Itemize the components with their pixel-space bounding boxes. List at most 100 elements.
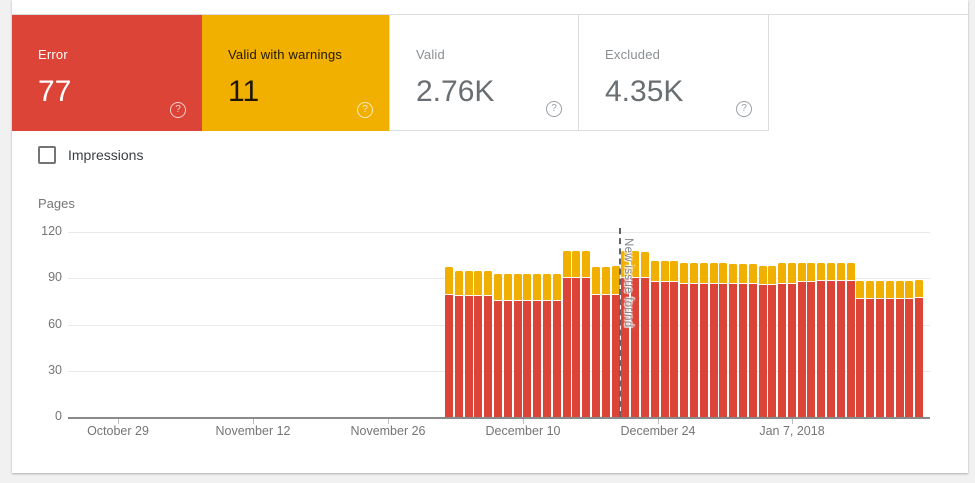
error-segment — [572, 276, 581, 417]
y-tick-label: 30 — [48, 362, 62, 377]
chart-bar[interactable] — [660, 261, 669, 417]
warning-segment — [827, 262, 836, 280]
chart-bar[interactable] — [895, 281, 904, 417]
chart-bar[interactable] — [866, 281, 875, 417]
error-segment — [719, 282, 728, 417]
chart-bar[interactable] — [827, 262, 836, 417]
chart-bar[interactable] — [464, 270, 473, 417]
chart-bar[interactable] — [768, 265, 777, 417]
chart-bar[interactable] — [533, 273, 542, 417]
chart-bar[interactable] — [836, 262, 845, 417]
chart-bar[interactable] — [689, 262, 698, 417]
chart-bar[interactable] — [699, 262, 708, 417]
chart-bar[interactable] — [787, 262, 796, 417]
chart-bar[interactable] — [454, 270, 463, 417]
warning-segment — [523, 273, 532, 300]
warning-segment — [484, 270, 493, 296]
chart-bar[interactable] — [493, 273, 502, 417]
help-icon[interactable]: ? — [736, 101, 752, 117]
chart-bar[interactable] — [631, 250, 640, 417]
card-excluded[interactable]: Excluded 4.35K ? — [579, 15, 769, 131]
chart-bar[interactable] — [846, 262, 855, 417]
warning-segment — [748, 264, 757, 283]
chart-bar[interactable] — [474, 270, 483, 417]
error-segment — [846, 279, 855, 417]
chart-bar[interactable] — [591, 267, 600, 417]
new-issue-annotation: New issue found — [622, 238, 634, 328]
help-icon[interactable]: ? — [170, 102, 186, 118]
warning-segment — [680, 262, 689, 283]
error-segment — [895, 298, 904, 417]
chart-bar[interactable] — [582, 250, 591, 417]
warning-segment — [660, 261, 669, 282]
chart-bar[interactable] — [670, 261, 679, 417]
warning-segment — [591, 267, 600, 294]
error-segment — [866, 298, 875, 417]
error-segment — [474, 295, 483, 417]
error-segment — [748, 282, 757, 417]
chart-bar[interactable] — [542, 273, 551, 417]
chart-bar[interactable] — [445, 267, 453, 417]
warning-segment — [445, 267, 453, 294]
chart-bar[interactable] — [709, 262, 718, 417]
help-icon[interactable]: ? — [357, 102, 373, 118]
card-valid-label: Valid — [416, 47, 445, 62]
chart-bar[interactable] — [817, 262, 826, 417]
error-segment — [738, 282, 747, 417]
chart-bar[interactable] — [885, 281, 894, 417]
card-valid[interactable]: Valid 2.76K ? — [389, 15, 579, 131]
chart-bar[interactable] — [905, 281, 914, 417]
error-segment — [660, 281, 669, 417]
warning-segment — [885, 281, 894, 299]
warning-segment — [709, 262, 718, 283]
chart-bar[interactable] — [876, 281, 885, 417]
y-tick-label: 90 — [48, 270, 62, 285]
chart-bar[interactable] — [611, 265, 620, 417]
new-issue-marker-line — [619, 228, 621, 417]
warning-segment — [650, 261, 659, 282]
warning-segment — [836, 262, 845, 280]
chart-bar[interactable] — [562, 250, 571, 417]
chart-bar[interactable] — [621, 250, 630, 417]
chart-bar[interactable] — [719, 262, 728, 417]
card-error[interactable]: Error 77 ? — [12, 15, 202, 131]
chart-bar[interactable] — [797, 262, 806, 417]
chart-bar[interactable] — [572, 250, 581, 417]
y-axis-title: Pages — [38, 196, 75, 211]
impressions-checkbox[interactable] — [38, 146, 56, 164]
chart-bar[interactable] — [758, 265, 767, 417]
error-segment — [533, 299, 542, 417]
warning-segment — [856, 281, 865, 299]
chart-bar[interactable] — [915, 279, 924, 417]
warning-segment — [876, 281, 885, 299]
chart-bar[interactable] — [680, 262, 689, 417]
warning-segment — [758, 265, 767, 285]
error-segment — [513, 299, 522, 417]
error-segment — [778, 282, 787, 417]
chart-bar[interactable] — [807, 262, 816, 417]
chart-bar[interactable] — [729, 264, 738, 417]
x-tick-mark — [388, 419, 389, 424]
error-segment — [885, 298, 894, 417]
x-tick-label: Jan 7, 2018 — [759, 424, 825, 438]
chart-bar[interactable] — [523, 273, 532, 417]
chart-bar[interactable] — [513, 273, 522, 417]
chart-bar[interactable] — [650, 261, 659, 417]
warning-segment — [738, 264, 747, 283]
help-icon[interactable]: ? — [546, 101, 562, 117]
impressions-toggle[interactable]: Impressions — [38, 146, 143, 164]
error-segment — [768, 284, 777, 417]
chart-bar[interactable] — [601, 267, 610, 417]
chart-bar[interactable] — [856, 281, 865, 417]
chart-bar[interactable] — [484, 270, 493, 417]
chart-bar[interactable] — [748, 264, 757, 417]
error-segment — [856, 298, 865, 417]
chart-bar[interactable] — [552, 273, 561, 417]
chart-bar[interactable] — [778, 262, 787, 417]
card-error-label: Error — [38, 47, 68, 62]
chart-bar[interactable] — [640, 252, 649, 417]
chart-bar[interactable] — [738, 264, 747, 417]
chart-bar[interactable] — [503, 273, 512, 417]
card-valid-with-warnings[interactable]: Valid with warnings 11 ? — [202, 15, 389, 131]
error-segment — [631, 276, 640, 417]
